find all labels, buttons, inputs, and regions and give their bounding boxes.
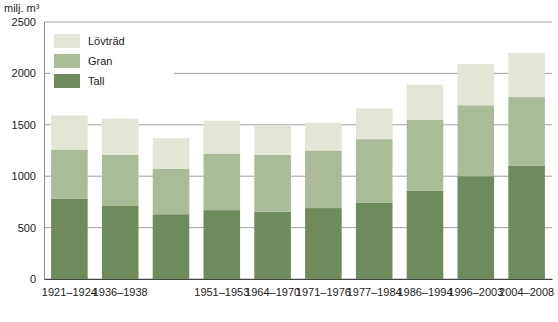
tick: 2500 xyxy=(12,16,44,28)
grid xyxy=(44,22,552,279)
bar xyxy=(102,155,139,206)
tick-label: 1996–2003 xyxy=(448,286,503,298)
tick-label: 0 xyxy=(30,273,36,285)
plot: 050010001500200025001921–19241936–193819… xyxy=(12,16,555,298)
series xyxy=(51,97,545,214)
bar xyxy=(356,108,393,139)
bar xyxy=(458,64,495,105)
legend-item: Tall xyxy=(54,74,105,88)
tick: 1986–1994 xyxy=(397,279,452,298)
tick-label: 1921–1924 xyxy=(42,286,97,298)
legend-background xyxy=(50,28,174,94)
tick: 2000 xyxy=(12,67,44,79)
bar xyxy=(153,214,190,279)
bar xyxy=(458,176,495,279)
bar xyxy=(305,123,342,151)
bar xyxy=(204,210,241,279)
bar xyxy=(305,151,342,209)
tick-label: 1951–1953 xyxy=(194,286,249,298)
tick-label: 1986–1994 xyxy=(397,286,452,298)
tick-label: 1500 xyxy=(12,119,36,131)
bar xyxy=(51,149,88,198)
tick: 1971–1976 xyxy=(296,279,351,298)
bar xyxy=(407,120,444,191)
tick: 0 xyxy=(30,273,44,285)
legend-label: Lövträd xyxy=(88,35,125,47)
bar xyxy=(356,139,393,203)
tick-label: 500 xyxy=(18,222,36,234)
tick: 1500 xyxy=(12,119,44,131)
chart: 050010001500200025001921–19241936–193819… xyxy=(0,0,558,322)
y-axis: 0 500 1000 1500 2000 2500 xyxy=(12,16,45,285)
legend: Lövträd Gran Tall xyxy=(50,28,174,94)
bar xyxy=(254,212,291,279)
bar xyxy=(305,208,342,279)
tick: 1964–1970 xyxy=(245,279,300,298)
legend-swatch xyxy=(54,74,80,88)
tick: 1996–2003 xyxy=(448,279,503,298)
tick-label: 1936–1938 xyxy=(93,286,148,298)
tick-label: 2500 xyxy=(12,16,36,28)
axis-title: milj. m³ xyxy=(4,2,40,14)
tick-label: 1964–1970 xyxy=(245,286,300,298)
bar xyxy=(407,191,444,279)
tick-label: 1000 xyxy=(12,170,36,182)
tick: 1000 xyxy=(12,170,44,182)
legend-swatch xyxy=(54,34,80,48)
bar xyxy=(254,126,291,155)
tick-label: 1971–1976 xyxy=(296,286,351,298)
bar xyxy=(153,169,190,214)
bar xyxy=(51,199,88,279)
tick: 1936–1938 xyxy=(93,279,148,298)
legend-item: Lövträd xyxy=(54,34,125,48)
tick-label: 1977–1984 xyxy=(347,286,402,298)
tick: 1921–1924 xyxy=(42,279,97,298)
bar xyxy=(51,116,88,150)
axis-line xyxy=(44,23,45,280)
bar xyxy=(102,119,139,155)
bar xyxy=(204,121,241,154)
bar xyxy=(254,155,291,212)
x-axis: 1921–19241936–1938 1951–19531964–19701971… xyxy=(42,279,554,298)
grid-line xyxy=(44,22,552,23)
tick: 2004–2008 xyxy=(499,279,554,298)
legend-swatch xyxy=(54,54,80,68)
tick-label: 2004–2008 xyxy=(499,286,554,298)
bar xyxy=(153,138,190,169)
tick: 1951–1953 xyxy=(194,279,249,298)
legend-label: Gran xyxy=(88,55,112,67)
bar xyxy=(356,203,393,279)
tick: 1977–1984 xyxy=(347,279,402,298)
tick-label: 2000 xyxy=(12,67,36,79)
bar xyxy=(204,154,241,211)
bar xyxy=(458,105,495,176)
legend-item: Gran xyxy=(54,54,112,68)
bar xyxy=(407,85,444,120)
bar xyxy=(102,206,139,279)
bar xyxy=(508,97,545,166)
tick: 500 xyxy=(18,222,44,234)
bar xyxy=(508,53,545,97)
legend-label: Tall xyxy=(88,75,105,87)
bar xyxy=(508,166,545,279)
axis-line xyxy=(45,279,553,280)
